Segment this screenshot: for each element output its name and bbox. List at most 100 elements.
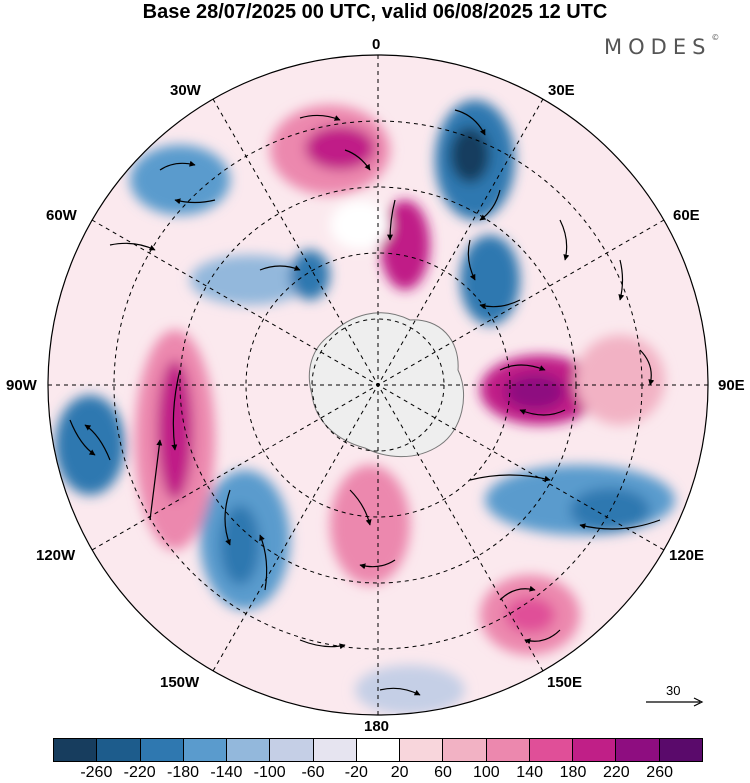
wind-arrow — [259, 265, 301, 271]
wind-arrow — [344, 149, 371, 171]
colorbar-ticks: -260 -220 -180 -140 -100 -60 -20 20 60 100 140 180 2… — [0, 764, 750, 782]
colorbar-segment — [659, 739, 702, 761]
wind-arrow — [149, 439, 163, 521]
wind-arrow — [387, 199, 396, 241]
colorbar-segment — [443, 739, 487, 761]
colorbar-tick-label: 260 — [646, 764, 674, 781]
wind-arrow — [69, 419, 96, 456]
colorbar-segment — [616, 739, 660, 761]
colorbar-tick-label: 20 — [390, 764, 409, 781]
wind-arrow — [224, 489, 231, 546]
lon-label-120e: 120E — [669, 547, 705, 564]
colorbar-segment — [313, 739, 357, 761]
colorbar-tick-label: 140 — [516, 764, 544, 781]
anomaly-negative — [290, 250, 330, 300]
wind-arrow — [454, 109, 486, 136]
colorbar-tick-label: 60 — [434, 764, 452, 781]
anomaly-negative-core — [220, 505, 260, 585]
wind-arrow — [479, 299, 521, 310]
wind-arrow — [299, 114, 341, 121]
wind-arrow — [559, 219, 570, 261]
brand-logo: MODES© — [604, 33, 720, 59]
anomaly-positive — [380, 200, 430, 290]
lon-label-0: 0 — [372, 36, 381, 53]
wind-arrow — [159, 160, 196, 171]
lon-label-150e: 150E — [547, 674, 583, 691]
colorbar-tick-label: -60 — [301, 764, 325, 781]
lon-label-90e: 90E — [718, 377, 745, 394]
anomaly-neutral — [330, 200, 390, 250]
wind-arrow — [349, 489, 372, 526]
latitude-circle — [245, 252, 511, 518]
anomaly-field — [48, 55, 708, 715]
wind-arrow — [359, 559, 396, 570]
colorbar-segment — [140, 739, 184, 761]
wind-arrow — [519, 409, 566, 416]
wind-arrow — [639, 349, 655, 386]
wind-arrow — [109, 242, 156, 251]
colorbar-tick-label: 100 — [472, 764, 500, 781]
wind-arrow — [499, 585, 536, 601]
brand-text: MODES — [604, 35, 712, 59]
anomaly-negative — [355, 665, 465, 715]
anomaly-negative — [190, 255, 310, 305]
anomaly-negative — [55, 395, 125, 495]
wind-arrow — [171, 369, 181, 451]
colorbar-tick-label: -20 — [344, 764, 368, 781]
meridian — [91, 219, 665, 551]
wind-arrow — [467, 239, 476, 281]
lon-label-30e: 30E — [548, 82, 575, 99]
reference-vector-arrow — [646, 697, 704, 707]
wind-arrow — [618, 259, 625, 301]
lon-label-90w: 90W — [6, 377, 37, 394]
map-border — [47, 54, 709, 716]
colorbar-tick-label: -180 — [166, 764, 200, 781]
colorbar-segment — [270, 739, 314, 761]
wind-arrow — [299, 639, 346, 650]
anomaly-negative — [460, 235, 520, 325]
copyright-mark: © — [711, 33, 720, 42]
chart-title: Base 28/07/2025 00 UTC, valid 06/08/2025… — [142, 1, 608, 23]
anomaly-positive-core — [505, 374, 565, 410]
colorbar-tick-label: -220 — [123, 764, 156, 781]
colorbar-tick-label: -100 — [253, 764, 286, 781]
colorbar-tick-label: -260 — [80, 764, 113, 781]
wind-arrow — [259, 534, 268, 591]
wind-arrow — [84, 424, 111, 461]
lon-label-180: 180 — [364, 718, 390, 735]
colorbar-tick-label: 220 — [602, 764, 630, 781]
anomaly-negative — [130, 145, 230, 215]
colorbar-segment — [54, 739, 98, 761]
wind-arrow — [524, 629, 561, 645]
wind-vectors — [69, 109, 661, 696]
wind-arrow — [379, 687, 421, 696]
colorbar-segment — [486, 739, 530, 761]
lon-label-60w: 60W — [46, 207, 77, 224]
colorbar-tick-label: 180 — [559, 764, 587, 781]
polar-map — [47, 54, 709, 716]
anomaly-positive-core — [305, 126, 375, 170]
wind-arrow — [479, 189, 501, 221]
latitude-circle — [311, 318, 445, 452]
anomaly-positive-core — [505, 597, 555, 633]
colorbar — [53, 738, 703, 762]
colorbar-segment — [573, 739, 617, 761]
reference-vector-label: 30 — [666, 683, 681, 698]
wind-arrow — [499, 364, 546, 371]
lon-label-150w: 150W — [160, 674, 200, 691]
colorbar-segment — [97, 739, 141, 761]
colorbar-segment — [529, 739, 574, 761]
colorbar-tick-label: -140 — [210, 764, 243, 781]
anomaly-positive — [575, 335, 665, 425]
anomaly-positive-core — [157, 360, 193, 500]
lon-label-30w: 30W — [170, 82, 201, 99]
wind-arrow — [579, 519, 661, 530]
wind-arrow — [174, 198, 216, 205]
colorbar-segment — [183, 739, 228, 761]
anomaly-negative-core — [450, 127, 490, 183]
wind-arrow — [469, 474, 551, 482]
graticule — [48, 55, 708, 715]
lon-label-120w: 120W — [36, 547, 76, 564]
colorbar-segment — [400, 739, 444, 761]
lon-label-60e: 60E — [673, 207, 700, 224]
